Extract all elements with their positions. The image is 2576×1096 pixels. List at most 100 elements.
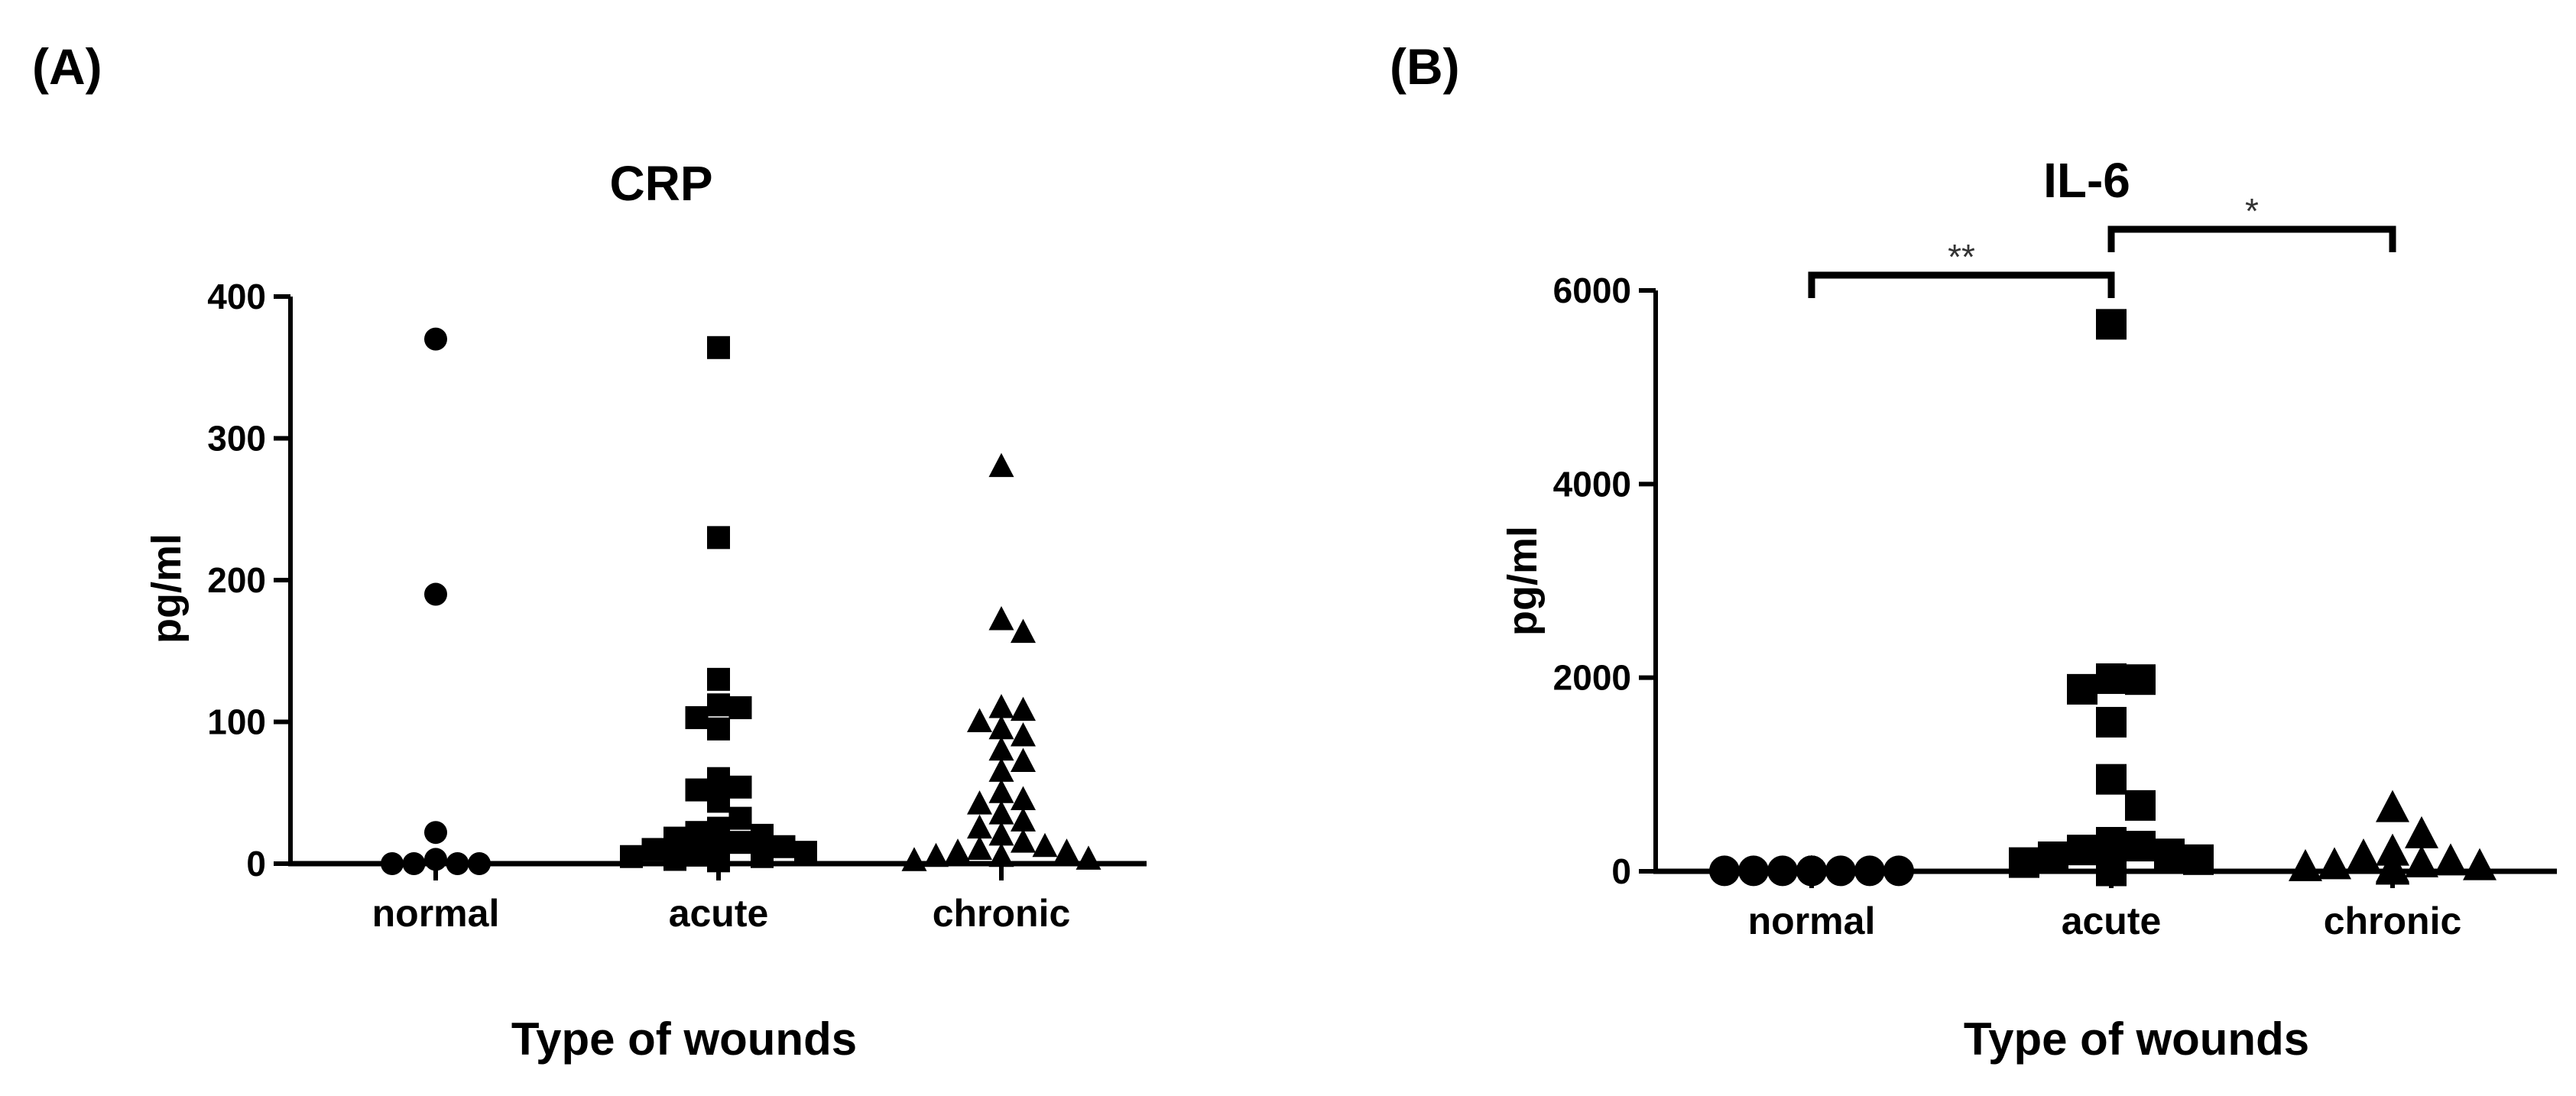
triangle-point-chronic bbox=[901, 847, 927, 871]
panel-label-b: (B) bbox=[1390, 38, 1460, 95]
square-point-acute bbox=[685, 843, 709, 867]
triangle-point-chronic bbox=[1011, 618, 1036, 644]
triangle-point-chronic bbox=[2376, 790, 2409, 822]
circle-point-normal bbox=[402, 852, 426, 875]
square-point-acute bbox=[2067, 835, 2097, 866]
triangle-point-chronic bbox=[2434, 843, 2467, 876]
square-point-acute bbox=[2096, 764, 2127, 795]
square-point-acute bbox=[2038, 841, 2068, 872]
plot-area-crp: 0 100 200 300 400 normal acute chronic bbox=[207, 277, 1147, 935]
circle-point-normal bbox=[1796, 855, 1827, 887]
circle-point-normal bbox=[1883, 855, 1914, 887]
significance-bracket: ** bbox=[1808, 237, 2115, 298]
square-point-acute bbox=[751, 845, 774, 868]
y-tick-label: 100 bbox=[207, 702, 266, 742]
x-tick-label-normal: normal bbox=[1748, 900, 1876, 942]
square-point-acute bbox=[2125, 831, 2156, 862]
triangle-point-chronic bbox=[2405, 845, 2438, 877]
circle-point-normal bbox=[424, 582, 447, 606]
triangle-point-chronic bbox=[988, 452, 1014, 478]
square-point-acute bbox=[707, 849, 730, 873]
circle-point-normal bbox=[468, 852, 491, 875]
square-point-acute bbox=[2125, 664, 2156, 696]
triangle-point-chronic bbox=[2318, 847, 2351, 880]
triangle-point-chronic bbox=[967, 835, 992, 860]
triangle-point-chronic bbox=[1075, 845, 1101, 870]
triangle-point-chronic bbox=[2376, 852, 2409, 885]
y-axis-title-il6: pg/ml bbox=[1500, 526, 1546, 636]
significance-bracket: * bbox=[2107, 191, 2396, 252]
square-point-acute bbox=[751, 823, 774, 847]
square-point-acute bbox=[2096, 855, 2127, 887]
circle-point-normal bbox=[1767, 855, 1798, 887]
triangle-point-chronic bbox=[1011, 807, 1036, 832]
square-point-acute bbox=[707, 336, 730, 359]
square-point-acute bbox=[707, 693, 730, 717]
triangle-point-chronic bbox=[988, 715, 1014, 740]
square-point-acute bbox=[663, 848, 686, 871]
x-tick-label-normal: normal bbox=[372, 892, 500, 935]
triangle-point-chronic bbox=[967, 708, 992, 732]
square-point-acute bbox=[707, 717, 730, 741]
square-point-acute bbox=[707, 767, 730, 790]
y-tick-label: 400 bbox=[207, 277, 266, 316]
y-tick-label: 0 bbox=[246, 844, 266, 884]
square-point-acute bbox=[707, 526, 730, 550]
square-point-acute bbox=[2096, 706, 2127, 738]
circle-point-normal bbox=[424, 848, 447, 871]
square-point-acute bbox=[772, 835, 796, 858]
square-point-acute bbox=[728, 806, 752, 830]
triangle-point-chronic bbox=[988, 779, 1014, 803]
square-point-acute bbox=[794, 841, 817, 864]
triangle-point-chronic bbox=[1032, 832, 1058, 858]
circle-point-normal bbox=[381, 852, 404, 875]
square-point-acute bbox=[2096, 663, 2127, 694]
significance-line bbox=[2107, 225, 2396, 252]
square-point-acute bbox=[641, 838, 665, 861]
chart-title-crp: CRP bbox=[609, 156, 712, 211]
y-tick-label: 4000 bbox=[1553, 464, 1631, 504]
circle-point-normal bbox=[446, 852, 469, 875]
x-axis-title-il6: Type of wounds bbox=[1964, 1013, 2309, 1065]
triangle-point-chronic bbox=[988, 800, 1014, 825]
chart-title-il6: IL-6 bbox=[2043, 153, 2130, 208]
triangle-point-chronic bbox=[2376, 833, 2409, 866]
significance-label: * bbox=[2245, 191, 2259, 231]
circle-point-normal bbox=[424, 327, 447, 351]
panel-b: (B) IL-6 pg/ml Type of wounds 0 2000 4000 6… bbox=[1390, 38, 2557, 1065]
triangle-point-chronic bbox=[1011, 747, 1036, 772]
triangle-point-chronic bbox=[988, 757, 1014, 782]
triangle-point-chronic bbox=[1011, 722, 1036, 747]
x-tick-label-acute: acute bbox=[2062, 900, 2162, 942]
x-tick-label-chronic: chronic bbox=[2324, 900, 2462, 942]
square-point-acute bbox=[685, 705, 709, 729]
circle-point-normal bbox=[1854, 855, 1885, 887]
circle-point-normal bbox=[1825, 855, 1856, 887]
triangle-point-chronic bbox=[967, 790, 992, 815]
square-point-acute bbox=[707, 790, 730, 813]
triangle-point-chronic bbox=[2347, 838, 2380, 871]
square-point-acute bbox=[728, 696, 752, 719]
triangle-point-chronic bbox=[945, 838, 971, 863]
square-point-acute bbox=[707, 816, 730, 840]
y-tick-label: 2000 bbox=[1553, 658, 1631, 698]
square-point-acute bbox=[2183, 844, 2214, 875]
triangle-point-chronic bbox=[988, 605, 1014, 631]
square-point-acute bbox=[685, 778, 709, 802]
circle-point-normal bbox=[1709, 855, 1740, 887]
triangle-point-chronic bbox=[2463, 848, 2497, 880]
y-tick-label: 200 bbox=[207, 560, 266, 600]
triangle-point-chronic bbox=[988, 821, 1014, 846]
square-point-acute bbox=[663, 826, 686, 850]
square-point-acute bbox=[728, 831, 752, 854]
significance-label: ** bbox=[1948, 237, 1975, 277]
square-point-acute bbox=[2154, 838, 2185, 870]
panel-label-a: (A) bbox=[32, 38, 102, 95]
square-point-acute bbox=[707, 667, 730, 691]
triangle-point-chronic bbox=[988, 736, 1014, 761]
square-point-acute bbox=[2009, 847, 2039, 878]
x-axis-title-crp: Type of wounds bbox=[511, 1013, 857, 1065]
square-point-acute bbox=[685, 821, 709, 845]
